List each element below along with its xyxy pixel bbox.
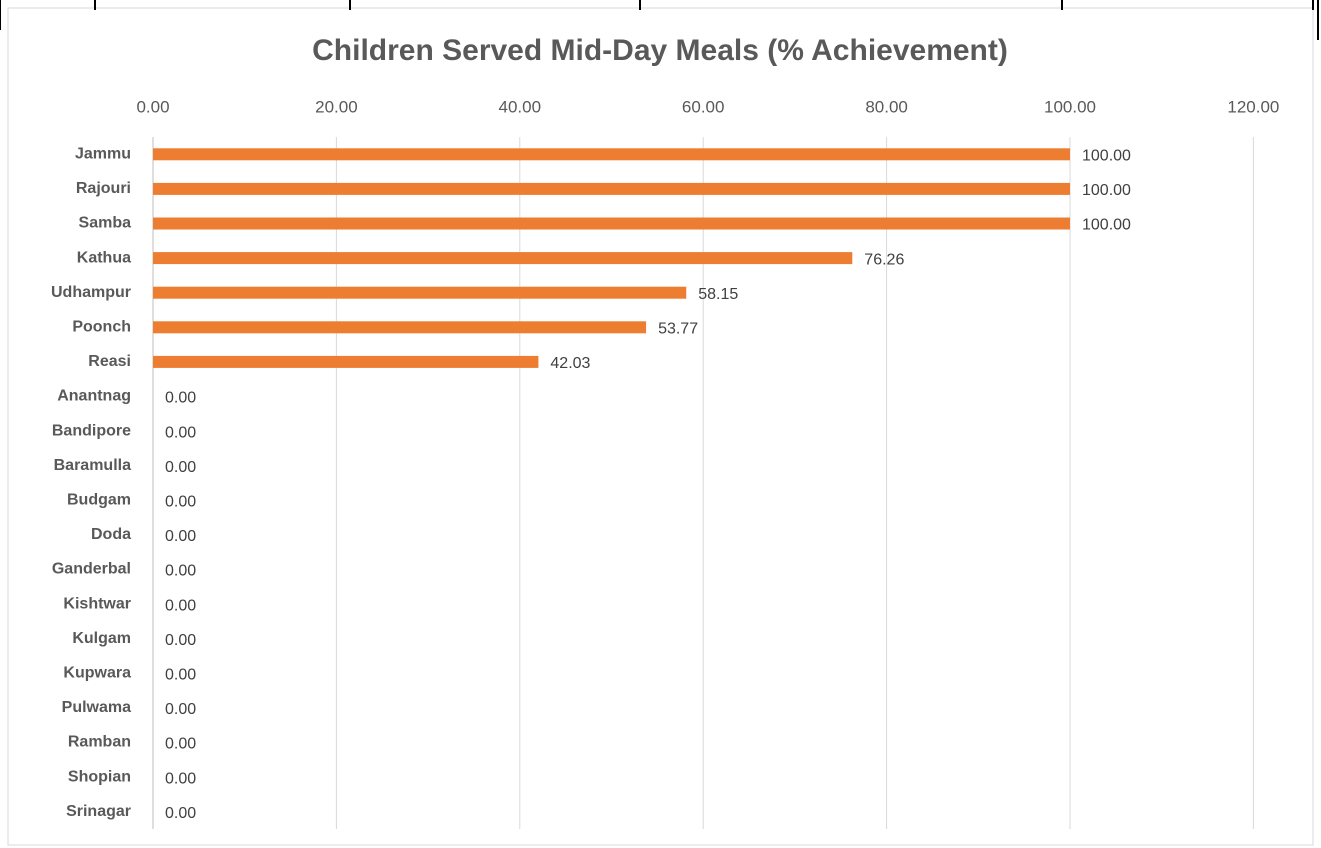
value-label: 100.00 bbox=[1082, 182, 1131, 199]
value-label: 0.00 bbox=[165, 390, 196, 407]
x-tick-label: 40.00 bbox=[499, 97, 542, 116]
y-tick-label: Anantnag bbox=[57, 388, 131, 405]
bar bbox=[153, 286, 687, 299]
y-tick-label: Pulwama bbox=[62, 699, 131, 716]
x-tick-label: 0.00 bbox=[136, 97, 169, 116]
y-tick-label: Ramban bbox=[68, 734, 131, 751]
value-label: 0.00 bbox=[165, 424, 196, 441]
bar bbox=[153, 321, 647, 334]
value-label: 0.00 bbox=[165, 494, 196, 511]
value-label: 100.00 bbox=[1082, 217, 1131, 234]
y-tick-label: Srinagar bbox=[66, 803, 131, 820]
value-label: 42.03 bbox=[550, 355, 590, 372]
y-tick-label: Baramulla bbox=[54, 457, 131, 474]
y-tick-label: Udhampur bbox=[51, 284, 131, 301]
value-label: 0.00 bbox=[165, 701, 196, 718]
y-tick-label: Kishtwar bbox=[63, 595, 131, 612]
x-tick-label: 60.00 bbox=[682, 97, 725, 116]
x-tick-label: 80.00 bbox=[865, 97, 908, 116]
bar bbox=[153, 252, 853, 265]
bar bbox=[153, 148, 1070, 161]
y-tick-label: Budgam bbox=[67, 492, 131, 509]
y-tick-label: Kathua bbox=[77, 249, 131, 266]
y-tick-label: Doda bbox=[91, 526, 131, 543]
value-label: 76.26 bbox=[864, 251, 904, 268]
chart-title: Children Served Mid-Day Meals (% Achieve… bbox=[312, 34, 1008, 67]
y-tick-label: Kulgam bbox=[72, 630, 131, 647]
x-tick-label: 120.00 bbox=[1227, 97, 1279, 116]
value-label: 0.00 bbox=[165, 736, 196, 753]
y-tick-label: Bandipore bbox=[52, 422, 131, 439]
bar bbox=[153, 182, 1070, 195]
value-label: 0.00 bbox=[165, 632, 196, 649]
bar bbox=[153, 355, 539, 368]
value-label: 0.00 bbox=[165, 770, 196, 787]
y-tick-label: Shopian bbox=[68, 768, 131, 785]
cell-lines bbox=[0, 0, 1319, 40]
value-label: 0.00 bbox=[165, 667, 196, 684]
chart-border bbox=[7, 7, 1314, 846]
value-label: 100.00 bbox=[1082, 148, 1131, 165]
value-label: 53.77 bbox=[658, 321, 698, 338]
value-label: 0.00 bbox=[165, 563, 196, 580]
value-label: 58.15 bbox=[698, 286, 738, 303]
y-tick-label: Poonch bbox=[72, 319, 131, 336]
x-tick-label: 100.00 bbox=[1044, 97, 1096, 116]
y-tick-label: Rajouri bbox=[76, 180, 131, 197]
value-label: 0.00 bbox=[165, 805, 196, 822]
bar bbox=[153, 217, 1070, 230]
y-tick-label: Kupwara bbox=[63, 665, 131, 682]
x-tick-label: 20.00 bbox=[315, 97, 358, 116]
y-tick-label: Jammu bbox=[75, 146, 131, 163]
y-tick-label: Ganderbal bbox=[52, 561, 131, 578]
y-tick-label: Reasi bbox=[88, 353, 131, 370]
value-label: 0.00 bbox=[165, 528, 196, 545]
y-tick-label: Samba bbox=[79, 215, 132, 232]
value-label: 0.00 bbox=[165, 459, 196, 476]
value-label: 0.00 bbox=[165, 597, 196, 614]
